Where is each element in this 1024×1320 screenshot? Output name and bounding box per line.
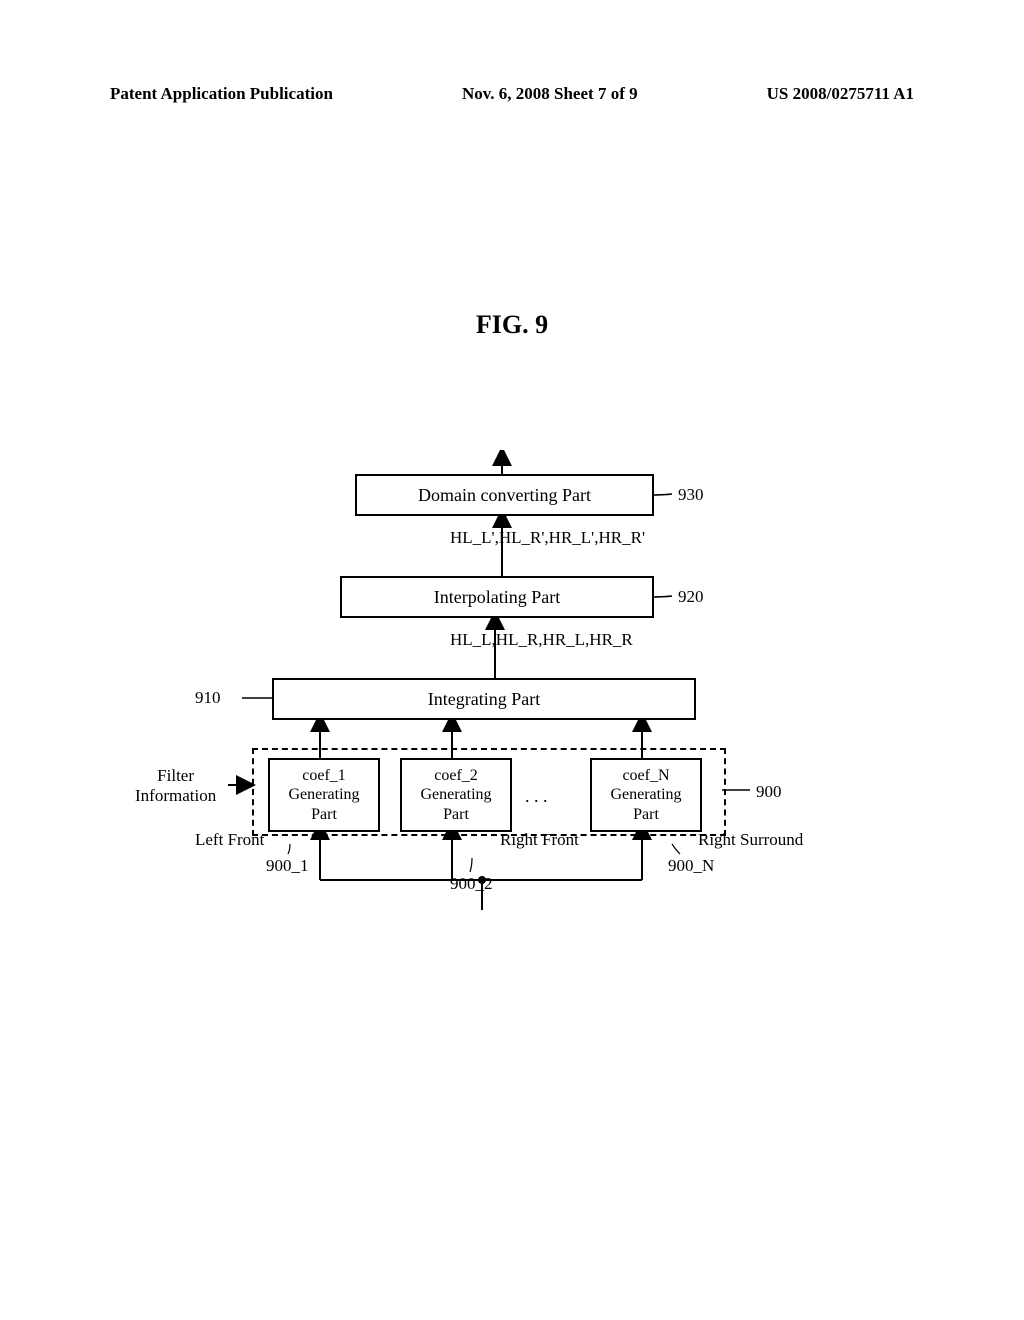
box-label: Interpolating Part — [434, 587, 560, 608]
coef-line1: coef_N — [622, 766, 669, 785]
filter-information-label: Filter Information — [135, 766, 216, 807]
ref-910: 910 — [195, 688, 221, 708]
coef-line1: coef_1 — [302, 766, 346, 785]
page-header: Patent Application Publication Nov. 6, 2… — [110, 84, 914, 104]
ref-900: 900 — [756, 782, 782, 802]
coef-line3: Part — [443, 805, 469, 824]
header-right: US 2008/0275711 A1 — [767, 84, 914, 104]
coef-line3: Part — [633, 805, 659, 824]
ref-900-n: 900_N — [668, 856, 714, 876]
coef-line2: Generating — [610, 785, 681, 804]
block-diagram: Domain converting Part 930 HL_L',HL_R',H… — [0, 450, 1024, 1050]
filter-l1: Filter — [157, 766, 194, 785]
interpolating-part: Interpolating Part — [340, 576, 654, 618]
ref-900-1: 900_1 — [266, 856, 309, 876]
right-surround-label: Right Surround — [698, 830, 803, 850]
flow-label-bottom: HL_L,HL_R,HR_L,HR_R — [450, 630, 633, 650]
coef-line2: Generating — [288, 785, 359, 804]
integrating-part: Integrating Part — [272, 678, 696, 720]
coef-2-generating-part: coef_2 Generating Part — [400, 758, 512, 832]
header-center: Nov. 6, 2008 Sheet 7 of 9 — [462, 84, 638, 104]
box-label: Integrating Part — [428, 689, 540, 710]
ellipsis: . . . — [525, 786, 548, 807]
coef-1-generating-part: coef_1 Generating Part — [268, 758, 380, 832]
coef-line3: Part — [311, 805, 337, 824]
header-left: Patent Application Publication — [110, 84, 333, 104]
left-front-label: Left Front — [195, 830, 264, 850]
coef-line2: Generating — [420, 785, 491, 804]
ref-930: 930 — [678, 485, 704, 505]
coef-n-generating-part: coef_N Generating Part — [590, 758, 702, 832]
figure-title: FIG. 9 — [0, 310, 1024, 340]
coef-line1: coef_2 — [434, 766, 478, 785]
ref-900-2: 900_2 — [450, 874, 493, 894]
flow-label-top: HL_L',HL_R',HR_L',HR_R' — [450, 528, 645, 548]
ref-920: 920 — [678, 587, 704, 607]
box-label: Domain converting Part — [418, 485, 591, 506]
domain-converting-part: Domain converting Part — [355, 474, 654, 516]
right-front-label: Right Front — [500, 830, 579, 850]
filter-l2: Information — [135, 786, 216, 805]
